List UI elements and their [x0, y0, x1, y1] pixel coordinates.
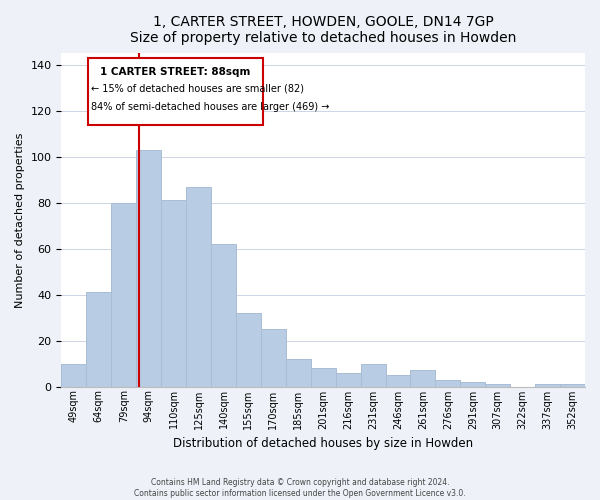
Bar [211, 244, 236, 386]
Bar [311, 368, 335, 386]
Bar [61, 364, 86, 386]
Bar [410, 370, 436, 386]
Bar [186, 186, 211, 386]
Bar [361, 364, 386, 386]
Bar [535, 384, 560, 386]
Bar [485, 384, 510, 386]
Bar [111, 202, 136, 386]
Bar [560, 384, 585, 386]
Bar [236, 313, 261, 386]
Bar [335, 372, 361, 386]
Bar [460, 382, 485, 386]
X-axis label: Distribution of detached houses by size in Howden: Distribution of detached houses by size … [173, 437, 473, 450]
Text: 84% of semi-detached houses are larger (469) →: 84% of semi-detached houses are larger (… [91, 102, 329, 113]
Bar [386, 375, 410, 386]
Bar [136, 150, 161, 386]
Y-axis label: Number of detached properties: Number of detached properties [15, 132, 25, 308]
Text: ← 15% of detached houses are smaller (82): ← 15% of detached houses are smaller (82… [91, 84, 304, 94]
Bar [261, 329, 286, 386]
Bar [161, 200, 186, 386]
Bar [436, 380, 460, 386]
FancyBboxPatch shape [88, 58, 263, 124]
Bar [86, 292, 111, 386]
Title: 1, CARTER STREET, HOWDEN, GOOLE, DN14 7GP
Size of property relative to detached : 1, CARTER STREET, HOWDEN, GOOLE, DN14 7G… [130, 15, 517, 45]
Bar [286, 359, 311, 386]
Text: 1 CARTER STREET: 88sqm: 1 CARTER STREET: 88sqm [100, 66, 251, 76]
Text: Contains HM Land Registry data © Crown copyright and database right 2024.
Contai: Contains HM Land Registry data © Crown c… [134, 478, 466, 498]
